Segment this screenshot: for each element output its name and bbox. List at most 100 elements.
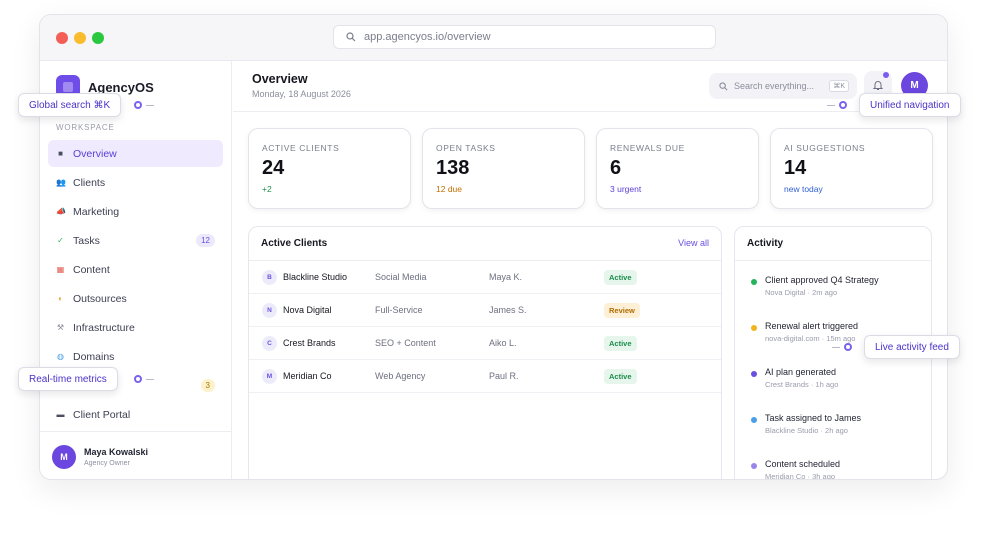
- client-owner: Maya K.: [489, 272, 523, 282]
- stat-card[interactable]: ACTIVE CLIENTS 24 +2: [248, 128, 411, 209]
- client-name: Nova Digital: [283, 305, 332, 315]
- activity-meta: Nova Digital · 2m ago: [765, 288, 838, 297]
- activity-title: Task assigned to James: [765, 413, 862, 423]
- client-type: Social Media: [375, 272, 427, 282]
- page-title: Overview: [252, 72, 308, 86]
- main-content: Overview Monday, 18 August 2026 Search e…: [233, 61, 947, 479]
- activity-dot-icon: [751, 463, 757, 469]
- stat-label: RENEWALS DUE: [610, 143, 685, 153]
- table-row[interactable]: B Blackline Studio Social Media Maya K. Acti…: [249, 261, 721, 294]
- sidebar-item-label: Marketing: [73, 205, 120, 218]
- status-badge: Active: [604, 270, 637, 285]
- stat-card[interactable]: RENEWALS DUE 6 3 urgent: [596, 128, 759, 209]
- page-date: Monday, 18 August 2026: [252, 89, 351, 99]
- activity-dot-icon: [751, 279, 757, 285]
- sidebar-item-outsources[interactable]: ◐ Outsources: [48, 285, 223, 312]
- nav-item-icon: ◍: [57, 352, 64, 361]
- activity-title: AI plan generated: [765, 367, 837, 377]
- global-search-input[interactable]: Search everything... ⌘K: [709, 73, 857, 99]
- client-name: Crest Brands: [283, 338, 336, 348]
- activity-meta: Crest Brands · 1h ago: [765, 380, 839, 389]
- activity-title: Content scheduled: [765, 459, 841, 469]
- sidebar: AgencyOS WORKSPACE ■ Overview 👥 Clients 📣 Mar…: [40, 61, 232, 479]
- client-owner: Aiko L.: [489, 338, 517, 348]
- client-initial-avatar: C: [262, 336, 277, 351]
- live-activity-connector: [832, 343, 852, 351]
- activity-title: Activity: [747, 238, 784, 249]
- maximize-window-button[interactable]: [92, 32, 104, 44]
- sidebar-item-tasks[interactable]: ✓ Tasks 12: [48, 227, 223, 254]
- nav-item-icon: ■: [58, 149, 63, 158]
- stat-label: AI SUGGESTIONS: [784, 143, 866, 153]
- brand-name: AgencyOS: [88, 79, 154, 95]
- live-activity-callout: Live activity feed: [864, 335, 960, 359]
- stat-value: 14: [784, 157, 807, 179]
- sidebar-item-overview[interactable]: ■ Overview: [48, 140, 223, 167]
- sidebar-item-client-portal[interactable]: ▬ Client Portal: [48, 401, 223, 428]
- activity-title: Renewal alert triggered: [765, 321, 859, 331]
- activity-dot-icon: [751, 417, 757, 423]
- stat-label: OPEN TASKS: [436, 143, 496, 153]
- sidebar-nav: ■ Overview 👥 Clients 📣 Marketing ✓ Tasks 12 ▦ Cont…: [48, 140, 223, 430]
- table-row[interactable]: C Crest Brands SEO + Content Aiko L. Active: [249, 327, 721, 360]
- client-name: Blackline Studio: [283, 272, 348, 282]
- stat-card[interactable]: AI SUGGESTIONS 14 new today: [770, 128, 933, 209]
- count-badge: 3: [200, 379, 215, 392]
- sidebar-item-label: Tasks: [73, 234, 100, 247]
- sidebar-item-label: Outsources: [73, 292, 127, 305]
- sidebar-item-label: Infrastructure: [73, 321, 135, 334]
- activity-meta: nova-digital.com · 15m ago: [765, 334, 856, 343]
- unified-navigation-callout: Unified navigation: [859, 93, 961, 117]
- client-initial-avatar: M: [262, 369, 277, 384]
- sidebar-item-content[interactable]: ▦ Content: [48, 256, 223, 283]
- address-bar-url: app.agencyos.io/overview: [364, 31, 491, 43]
- stat-label: ACTIVE CLIENTS: [262, 143, 340, 153]
- sidebar-item-infrastructure[interactable]: ⚒ Infrastructure: [48, 314, 223, 341]
- stat-sub: 12 due: [436, 184, 462, 194]
- search-icon: [346, 32, 356, 42]
- table-row[interactable]: N Nova Digital Full-Service James S. Review: [249, 294, 721, 327]
- count-badge: 12: [196, 234, 215, 247]
- search-shortcut: ⌘K: [829, 80, 849, 92]
- sidebar-item-marketing[interactable]: 📣 Marketing: [48, 198, 223, 225]
- brand[interactable]: AgencyOS: [56, 75, 154, 99]
- sidebar-item-label: Client Portal: [73, 408, 131, 421]
- search-placeholder: Search everything...: [734, 81, 815, 91]
- workspace-label: WORKSPACE: [56, 123, 115, 132]
- panel-divider: [735, 260, 931, 261]
- minimize-window-button[interactable]: [74, 32, 86, 44]
- activity-meta: Blackline Studio · 2h ago: [765, 426, 848, 435]
- nav-item-icon: 👥: [56, 178, 66, 187]
- activity-dot-icon: [751, 325, 757, 331]
- table-row[interactable]: M Meridian Co Web Agency Paul R. Active: [249, 360, 721, 393]
- sidebar-item-label: Content: [73, 263, 110, 276]
- status-badge: Active: [604, 369, 637, 384]
- user-avatar: M: [52, 444, 76, 469]
- stat-value: 138: [436, 157, 470, 179]
- browser-titlebar: app.agencyos.io/overview: [40, 15, 947, 61]
- sidebar-item-domains[interactable]: ◍ Domains: [48, 343, 223, 370]
- stat-sub: new today: [784, 184, 823, 194]
- sidebar-item-clients[interactable]: 👥 Clients: [48, 169, 223, 196]
- global-search-callout: Global search ⌘K: [18, 93, 122, 117]
- client-type: Web Agency: [375, 371, 426, 381]
- stat-sub: 3 urgent: [610, 184, 642, 194]
- client-type: SEO + Content: [375, 338, 436, 348]
- status-badge: Active: [604, 336, 637, 351]
- address-bar[interactable]: app.agencyos.io/overview: [333, 25, 716, 49]
- activity-title: Client approved Q4 Strategy: [765, 275, 879, 285]
- panel-divider: [249, 260, 721, 261]
- bell-icon: [872, 81, 884, 90]
- close-window-button[interactable]: [56, 32, 68, 44]
- active-clients-title: Active Clients: [261, 238, 328, 249]
- client-owner: James S.: [489, 305, 527, 315]
- nav-item-icon: ✓: [57, 236, 64, 245]
- user-profile[interactable]: M Maya Kowalski Agency Owner: [40, 431, 232, 479]
- client-type: Full-Service: [375, 305, 423, 315]
- view-all-link[interactable]: View all: [678, 238, 709, 248]
- notification-dot: [883, 72, 889, 78]
- nav-item-icon: ◐: [58, 294, 63, 303]
- stat-card[interactable]: OPEN TASKS 138 12 due: [422, 128, 585, 209]
- header-divider: [233, 111, 947, 112]
- sidebar-item-unlabeled[interactable]: 3: [48, 372, 223, 399]
